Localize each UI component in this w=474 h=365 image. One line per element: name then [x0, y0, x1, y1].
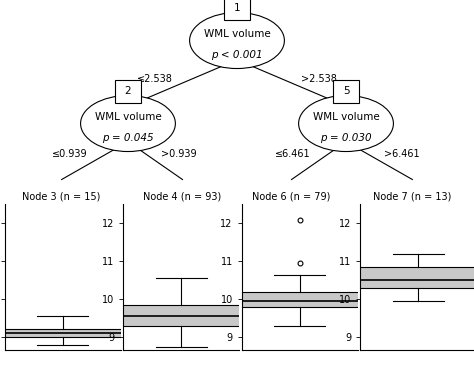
Text: 5: 5: [343, 85, 349, 96]
Text: WML volume: WML volume: [204, 28, 270, 39]
Text: Node 3 (n = 15): Node 3 (n = 15): [22, 191, 101, 201]
Ellipse shape: [299, 96, 393, 151]
Text: WML volume: WML volume: [95, 112, 161, 122]
Polygon shape: [358, 267, 474, 288]
Text: Node 6 (n = 79): Node 6 (n = 79): [252, 191, 331, 201]
Text: WML volume: WML volume: [313, 112, 379, 122]
Text: >2.538: >2.538: [301, 74, 337, 84]
Text: >0.939: >0.939: [161, 149, 197, 160]
Text: Node 4 (n = 93): Node 4 (n = 93): [143, 191, 222, 201]
Text: >6.461: >6.461: [384, 149, 419, 160]
Text: p < 0.001: p < 0.001: [211, 50, 263, 60]
Text: 2: 2: [125, 85, 131, 96]
Polygon shape: [121, 305, 242, 326]
FancyBboxPatch shape: [115, 80, 141, 103]
Text: ≤6.461: ≤6.461: [275, 149, 310, 160]
Polygon shape: [2, 329, 123, 337]
Ellipse shape: [190, 12, 284, 69]
FancyBboxPatch shape: [333, 80, 359, 103]
Text: Node 7 (n = 13): Node 7 (n = 13): [373, 191, 452, 201]
Text: p = 0.030: p = 0.030: [320, 133, 372, 143]
Text: ≤2.538: ≤2.538: [137, 74, 173, 84]
Text: 1: 1: [234, 3, 240, 12]
Text: p = 0.045: p = 0.045: [102, 133, 154, 143]
Ellipse shape: [81, 96, 175, 151]
Text: ≤0.939: ≤0.939: [52, 149, 88, 160]
FancyBboxPatch shape: [224, 0, 250, 20]
Polygon shape: [239, 292, 360, 307]
